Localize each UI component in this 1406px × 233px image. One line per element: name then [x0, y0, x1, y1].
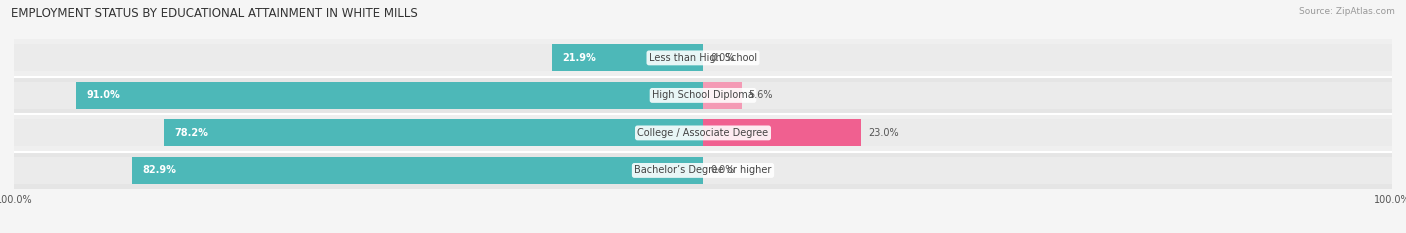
Bar: [14, 114, 1392, 152]
Text: 0.0%: 0.0%: [710, 53, 734, 63]
Bar: [703, 120, 862, 146]
Text: 21.9%: 21.9%: [562, 53, 596, 63]
Text: 5.6%: 5.6%: [748, 90, 773, 100]
Text: 23.0%: 23.0%: [869, 128, 898, 138]
Bar: [165, 120, 703, 146]
Bar: [14, 77, 1392, 114]
Text: 78.2%: 78.2%: [174, 128, 208, 138]
Text: High School Diploma: High School Diploma: [652, 90, 754, 100]
Bar: [14, 82, 1392, 109]
Text: Bachelor’s Degree or higher: Bachelor’s Degree or higher: [634, 165, 772, 175]
Text: Source: ZipAtlas.com: Source: ZipAtlas.com: [1299, 7, 1395, 16]
Bar: [553, 45, 703, 71]
Text: 91.0%: 91.0%: [86, 90, 120, 100]
Bar: [14, 45, 1392, 71]
Text: 0.0%: 0.0%: [710, 165, 734, 175]
Bar: [703, 82, 741, 109]
Text: EMPLOYMENT STATUS BY EDUCATIONAL ATTAINMENT IN WHITE MILLS: EMPLOYMENT STATUS BY EDUCATIONAL ATTAINM…: [11, 7, 418, 20]
Bar: [14, 152, 1392, 189]
Text: College / Associate Degree: College / Associate Degree: [637, 128, 769, 138]
Text: 82.9%: 82.9%: [142, 165, 176, 175]
Bar: [14, 39, 1392, 77]
Text: Less than High School: Less than High School: [650, 53, 756, 63]
Bar: [76, 82, 703, 109]
Bar: [132, 157, 703, 184]
Bar: [14, 157, 1392, 184]
Bar: [14, 120, 1392, 146]
